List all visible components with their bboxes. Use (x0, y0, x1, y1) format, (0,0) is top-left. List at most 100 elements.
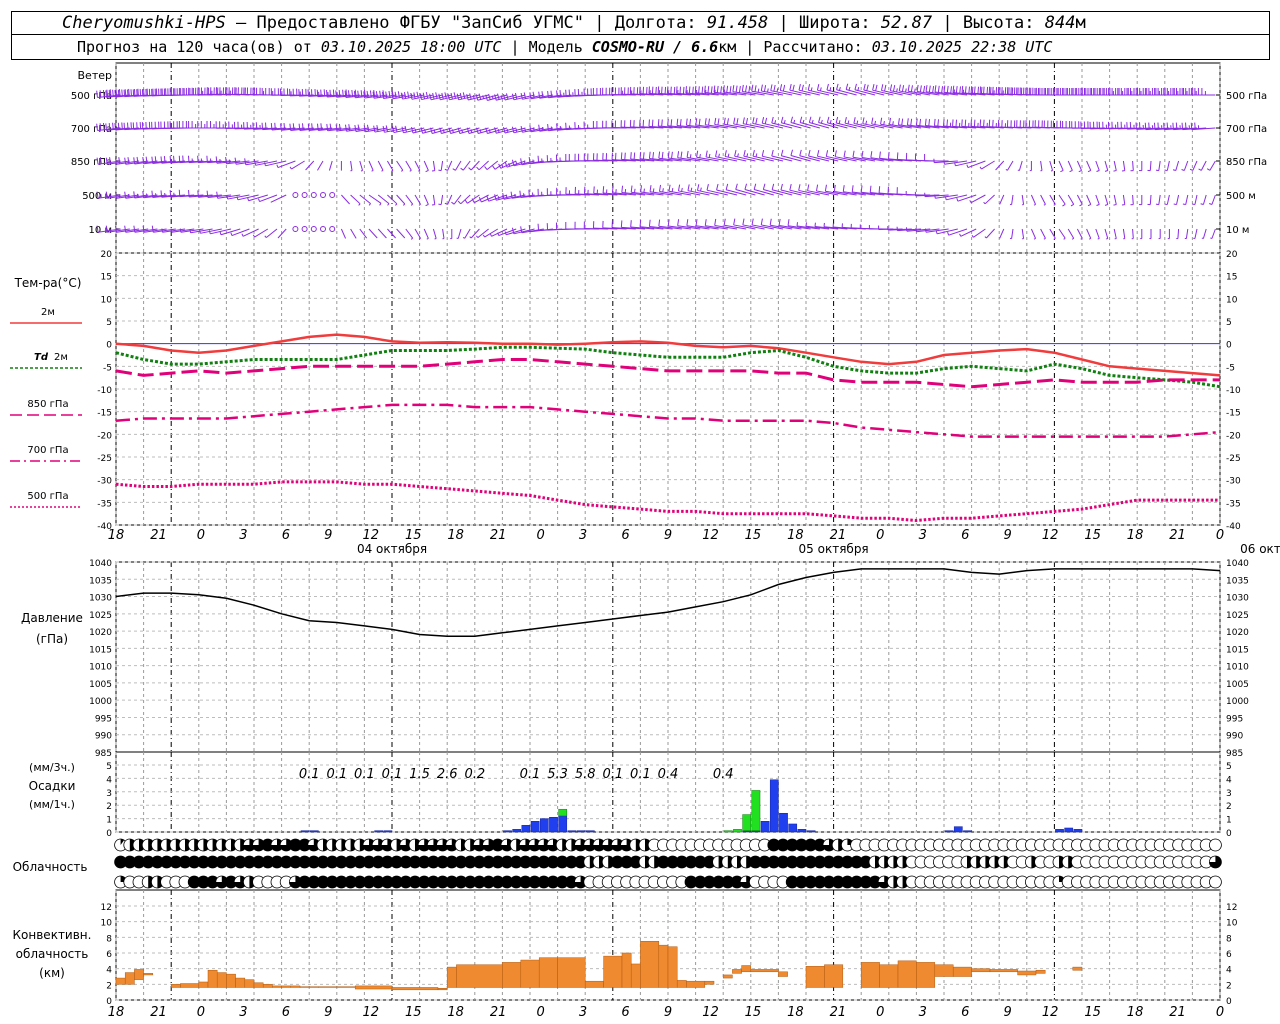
wind-barb (621, 226, 646, 230)
wind-barb (134, 228, 158, 233)
wind-barb (305, 160, 315, 171)
cloud-cover-fill (390, 856, 403, 868)
cloud-cover-fill (813, 856, 826, 868)
cloud-cover-fill (418, 876, 431, 888)
conv-bar (520, 959, 540, 988)
wind-barb (955, 160, 977, 167)
wind-feather (112, 89, 114, 97)
legend-label: 850 гПа (27, 399, 68, 410)
cloud-cover-fill (795, 876, 808, 888)
wind-barb (116, 228, 140, 233)
snow-bar (751, 790, 761, 831)
wind-feather (99, 90, 102, 98)
wind-feather (725, 183, 729, 190)
wind-barb (245, 160, 268, 166)
wind-barb (761, 90, 784, 96)
hour-tick-label: 3 (239, 528, 247, 543)
wind-barb (522, 94, 544, 100)
conv-bar (630, 963, 641, 988)
wind-feather (280, 123, 282, 131)
wind-feather (773, 84, 776, 92)
wind-barb (1113, 160, 1117, 171)
cloud-cover-fill (804, 876, 817, 888)
alt-value: 844 (1044, 13, 1076, 33)
calc-time: 03.10.2025 22:38 UTC (871, 38, 1053, 56)
wind-feather (866, 84, 869, 91)
wind-feather (969, 200, 972, 203)
cloud-cover-fill (611, 856, 624, 868)
wind-feather (729, 86, 732, 93)
wind-barb (770, 224, 793, 230)
wind-barb (946, 194, 968, 201)
wind-barb (377, 228, 387, 239)
wind-barb (695, 225, 719, 230)
wind-barb (630, 93, 655, 96)
wind-feather (326, 90, 328, 97)
wind-feather (96, 191, 99, 199)
wind-barb (97, 127, 121, 131)
conv-tick-right: 10 (1226, 919, 1238, 929)
wind-feather (414, 128, 417, 133)
hour-tick-label-bottom: 15 (745, 1005, 762, 1020)
wind-barb (460, 194, 471, 205)
cloud-cover-fill (593, 839, 605, 851)
wind-barb (152, 194, 176, 198)
wind-barb (281, 127, 305, 131)
wind-feather (671, 187, 674, 192)
wind-barb (125, 160, 149, 165)
wind-feather (538, 124, 541, 132)
wind-barb (852, 156, 876, 162)
cloud-cover-fill (565, 856, 578, 868)
precip-tick-right: 3 (1226, 789, 1232, 799)
cloud-cover-fill (703, 876, 716, 888)
wind-feather (892, 84, 896, 92)
cloud-cover-fill (307, 856, 320, 868)
wind-barb (548, 127, 572, 132)
wind-feather (1189, 168, 1194, 171)
cloud-cover-fill (804, 856, 817, 868)
cloud-cover-fill (749, 856, 762, 868)
hour-tick-label-bottom: 12 (1042, 1005, 1059, 1020)
wind-feather (1198, 168, 1202, 171)
wind-barb (724, 123, 747, 129)
conv-bar (180, 983, 200, 988)
wind-feather (133, 191, 136, 199)
wind-feather (630, 220, 632, 228)
wind-feather (528, 224, 531, 232)
wind-feather (744, 183, 748, 190)
wind-barb (308, 127, 333, 131)
wind-feather (798, 84, 801, 91)
wind-level-label: 500 гПа (71, 91, 112, 102)
cloud-cover-fill (215, 876, 228, 888)
wind-feather (559, 90, 562, 97)
cloud-cover-fill (583, 839, 596, 852)
wind-feather (151, 190, 154, 198)
wind-barb (639, 93, 664, 96)
wind-barb (852, 191, 876, 196)
wind-barb (350, 160, 353, 171)
cloud-cover-fill (519, 839, 532, 852)
wind-barb (227, 194, 250, 200)
cloud-cover-fill (767, 839, 780, 851)
conv-bar (198, 981, 209, 988)
wind-barb (1067, 228, 1075, 239)
snow-bar (558, 808, 568, 817)
conv-tick-left: 6 (106, 950, 112, 960)
wind-barb (677, 225, 701, 230)
wind-feather (476, 166, 480, 171)
pressure-tick-right: 995 (1226, 714, 1243, 724)
calm-mark (292, 192, 299, 198)
cloud-cover-fill (225, 856, 237, 868)
conv-bar (584, 980, 604, 988)
wind-barb (207, 160, 232, 164)
wind-feather (947, 231, 950, 236)
cloud-cover-fill (225, 876, 237, 888)
wind-barb (106, 127, 130, 131)
cloud-cover-fill (418, 856, 431, 868)
wind-feather (652, 188, 655, 193)
wind-barb (1185, 228, 1189, 239)
rain-bar (521, 825, 531, 833)
wind-barb (359, 194, 371, 204)
wind-barb (254, 228, 269, 238)
wind-feather (433, 129, 436, 133)
